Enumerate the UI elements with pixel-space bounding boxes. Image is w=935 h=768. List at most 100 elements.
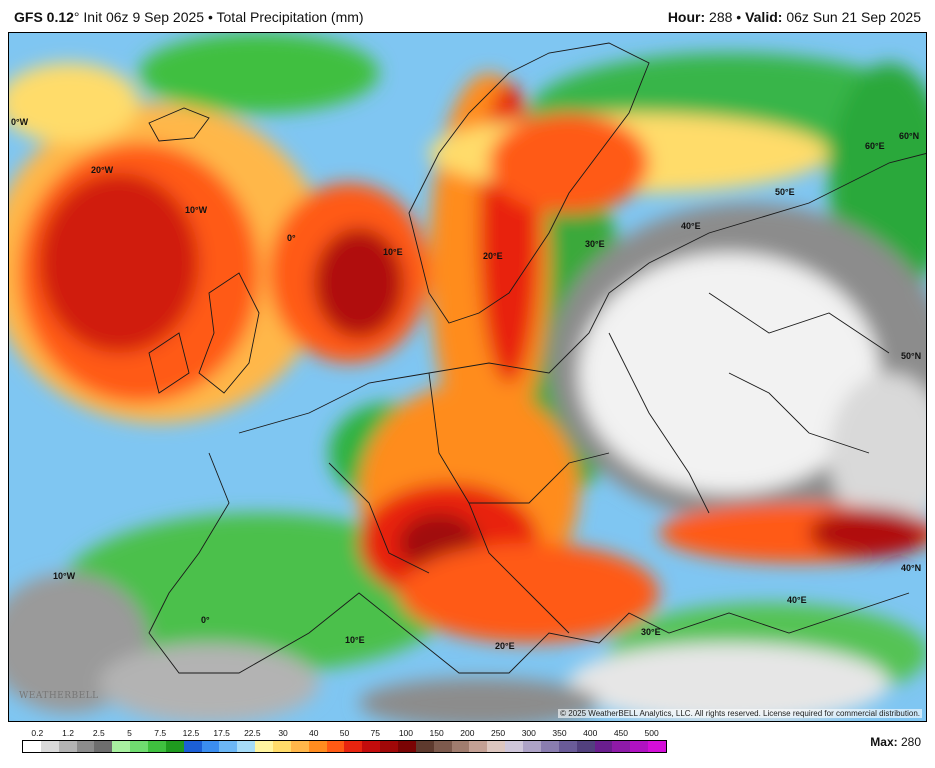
legend-label: 250	[490, 728, 506, 738]
grid-label: 10°E	[383, 247, 403, 257]
hour-value: 288	[709, 9, 733, 25]
legend-swatch	[112, 741, 131, 752]
max-number: 280	[900, 735, 921, 749]
legend-swatch	[237, 741, 256, 752]
grid-label: 50°E	[775, 187, 795, 197]
legend-swatch	[451, 741, 470, 752]
legend-label: 50	[339, 728, 350, 738]
grid-label: 60°N	[899, 131, 919, 141]
model-name: GFS 0.12	[14, 9, 74, 25]
legend-swatch	[76, 741, 95, 752]
copyright-notice: © 2025 WeatherBELL Analytics, LLC. All r…	[558, 709, 922, 718]
legend-label: 17.5	[213, 728, 230, 738]
grid-label: 40°E	[787, 595, 807, 605]
legend-swatch	[94, 741, 113, 752]
max-label: Max:	[870, 735, 898, 749]
legend-swatch	[648, 741, 666, 752]
legend-swatch	[505, 741, 524, 752]
legend-color-bar	[22, 740, 667, 753]
map-title: GFS 0.12° Init 06z 9 Sep 2025 • Total Pr…	[14, 9, 364, 25]
legend-swatch	[594, 741, 613, 752]
legend-swatch	[558, 741, 577, 752]
grid-label: 40°N	[901, 563, 921, 573]
legend-label: 300	[521, 728, 536, 738]
header: GFS 0.12° Init 06z 9 Sep 2025 • Total Pr…	[0, 0, 935, 32]
legend-swatch	[540, 741, 559, 752]
legend-label: 12.5	[182, 728, 200, 738]
legend-label: 1.2	[62, 728, 74, 738]
grid-label: 20°E	[495, 641, 515, 651]
legend-swatch	[273, 741, 291, 752]
grid-label: 0°	[201, 615, 210, 625]
legend-label: 200	[460, 728, 475, 738]
degree-symbol: °	[73, 9, 80, 25]
legend-swatch	[630, 741, 649, 752]
coastlines	[148, 42, 926, 674]
legend-swatch	[148, 741, 166, 752]
map-canvas: 0°W 20°W 10°W 0° 10°E 20°E 30°E 40°E 50°…	[9, 33, 926, 721]
color-legend: 0.2 1.2 2.5 5 7.5 12.5 17.5 22.5 30 40 50 75 100 150 2…	[22, 728, 667, 756]
legend-label: 500	[644, 728, 659, 738]
legend-label: 22.5	[244, 728, 261, 738]
legend-label: 7.5	[154, 728, 167, 738]
grid-label: 60°E	[865, 141, 885, 151]
legend-swatch	[130, 741, 149, 752]
legend-swatch	[58, 741, 77, 752]
legend-swatch	[344, 741, 363, 752]
legend-label: 400	[583, 728, 598, 738]
title-separator: •	[207, 9, 213, 25]
grid-label: 0°	[287, 233, 296, 243]
valid-info: Hour: 288 • Valid: 06z Sun 21 Sep 2025	[668, 9, 921, 25]
legend-swatch	[576, 741, 595, 752]
grid-label: 40°E	[681, 221, 701, 231]
legend-swatch	[362, 741, 381, 752]
legend-label: 5	[127, 728, 132, 738]
product-name: Total Precipitation (mm)	[216, 9, 364, 25]
legend-label: 150	[429, 728, 444, 738]
legend-swatch	[398, 741, 416, 752]
legend-swatch	[469, 741, 488, 752]
init-time: Init 06z 9 Sep 2025	[83, 9, 205, 25]
weatherbell-logo: WEATHERBELL	[19, 691, 99, 701]
legend-swatch	[255, 741, 274, 752]
legend-label: 450	[613, 728, 629, 738]
legend-swatch	[165, 741, 184, 752]
legend-swatch	[487, 741, 506, 752]
legend-swatch	[612, 741, 631, 752]
legend-swatch	[219, 741, 238, 752]
grid-label: 10°W	[185, 205, 208, 215]
grid-label: 30°E	[641, 627, 661, 637]
hour-label: Hour:	[667, 9, 706, 25]
legend-label: 30	[278, 728, 288, 738]
legend-swatch	[201, 741, 220, 752]
legend-label: 75	[370, 728, 380, 738]
legend-swatch	[326, 741, 345, 752]
legend-label: 2.5	[92, 728, 105, 738]
grid-label: 10°W	[53, 571, 76, 581]
legend-label: 0.2	[31, 728, 44, 738]
legend-swatch	[415, 741, 434, 752]
legend-label: 350	[552, 728, 567, 738]
legend-swatch	[40, 741, 59, 752]
legend-swatch	[523, 741, 541, 752]
grid-label: 20°W	[91, 165, 114, 175]
precipitation-map[interactable]: 0°W 20°W 10°W 0° 10°E 20°E 30°E 40°E 50°…	[8, 32, 927, 722]
grid-label: 30°E	[585, 239, 605, 249]
grid-label: 20°E	[483, 251, 503, 261]
legend-swatch	[308, 741, 327, 752]
valid-separator: •	[736, 9, 742, 25]
legend-labels: 0.2 1.2 2.5 5 7.5 12.5 17.5 22.5 30 40 50 75 100 150 2…	[22, 728, 667, 740]
legend-label: 40	[309, 728, 319, 738]
grid-label: 50°N	[901, 351, 921, 361]
grid-labels: 0°W 20°W 10°W 0° 10°E 20°E 30°E 40°E 50°…	[11, 117, 921, 651]
grid-label: 0°W	[11, 117, 29, 127]
legend-label: 100	[398, 728, 414, 738]
legend-swatch	[433, 741, 452, 752]
legend-swatch	[183, 741, 202, 752]
precip-field	[9, 33, 926, 721]
valid-label: Valid:	[745, 9, 783, 25]
legend-swatch	[23, 741, 41, 752]
valid-value: 06z Sun 21 Sep 2025	[786, 9, 921, 25]
max-value: Max: 280	[870, 735, 921, 749]
legend-swatch	[380, 741, 399, 752]
